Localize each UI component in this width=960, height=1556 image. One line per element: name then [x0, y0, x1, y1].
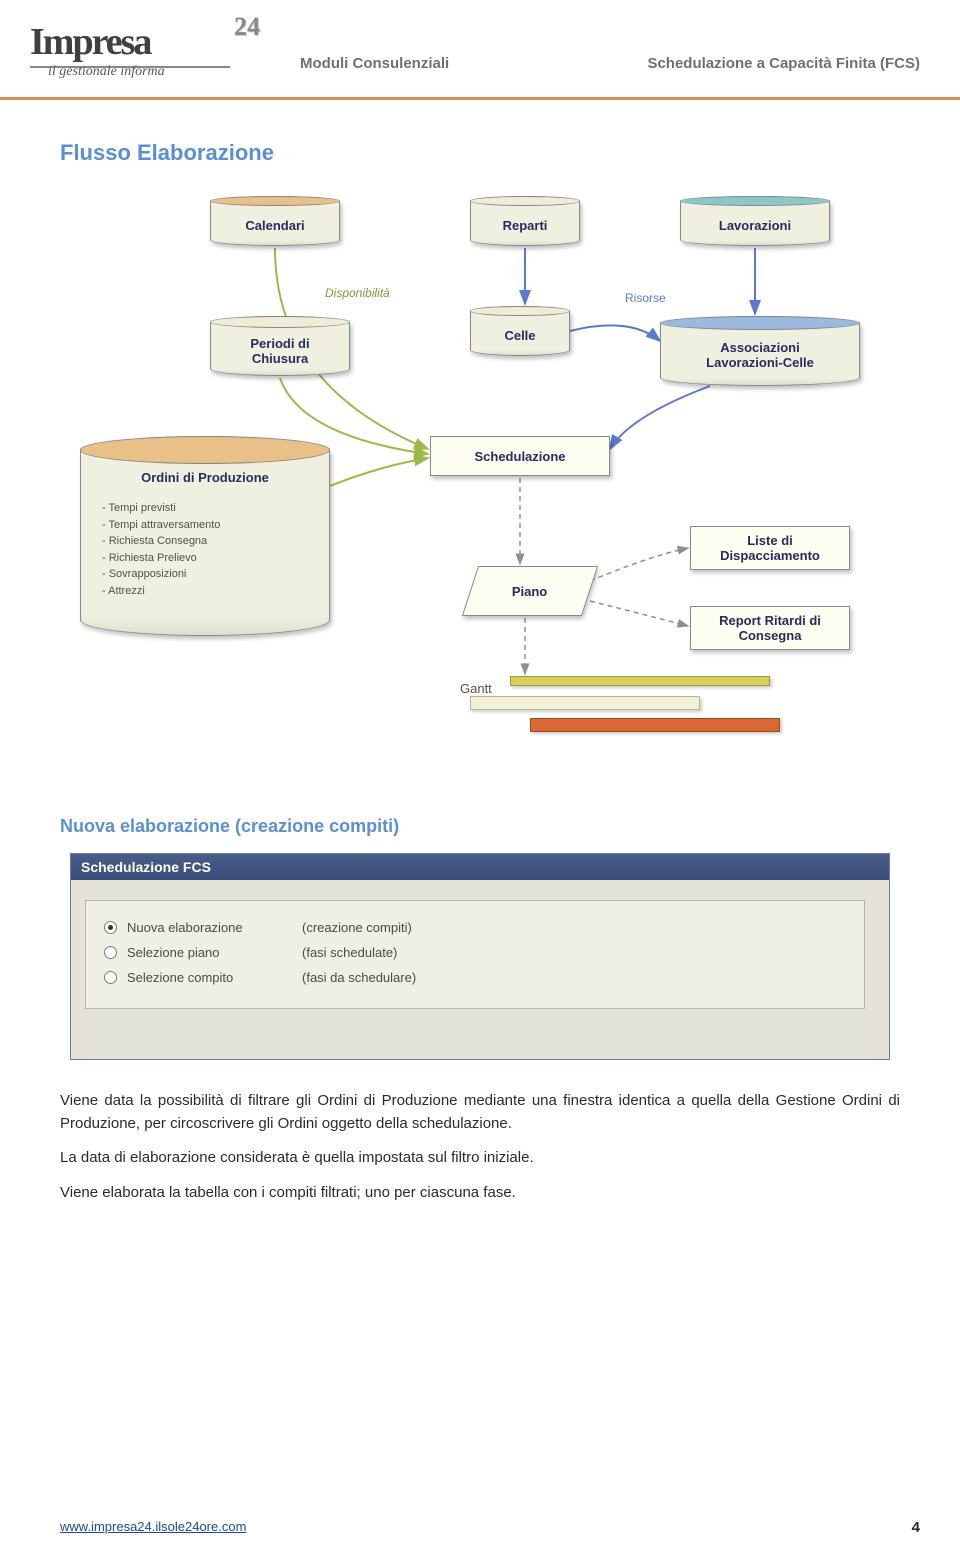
node-lavorazioni: Lavorazioni — [680, 196, 830, 246]
node-calendari: Calendari — [210, 196, 340, 246]
radio-label: Selezione compito — [127, 970, 292, 985]
radio-sublabel: (fasi da schedulare) — [302, 970, 416, 985]
logo-badge: 24 — [234, 12, 260, 42]
logo: Impresa 24 il gestionale informa — [30, 20, 280, 80]
header-mid-text: Moduli Consulenziali — [300, 55, 449, 72]
paragraph: Viene elaborata la tabella con i compiti… — [60, 1182, 900, 1205]
node-celle: Celle — [470, 306, 570, 356]
body-text: Viene data la possibilità di filtrare gl… — [60, 1090, 900, 1204]
radio-icon[interactable] — [104, 971, 117, 984]
dialog-titlebar: Schedulazione FCS — [71, 854, 889, 880]
gantt-label: Gantt — [460, 681, 492, 696]
radio-label: Selezione piano — [127, 945, 292, 960]
node-schedulazione: Schedulazione — [430, 436, 610, 476]
radio-icon[interactable] — [104, 921, 117, 934]
footer-link[interactable]: www.impresa24.ilsole24ore.com — [60, 1519, 246, 1536]
node-piano: Piano — [462, 566, 598, 616]
header-right-text: Schedulazione a Capacità Finita (FCS) — [647, 55, 920, 72]
radio-sublabel: (creazione compiti) — [302, 920, 412, 935]
node-associazioni: Associazioni Lavorazioni-Celle — [660, 316, 860, 386]
schedulazione-dialog: Schedulazione FCS Nuova elaborazione (cr… — [70, 853, 890, 1060]
node-periodi-chiusura: Periodi di Chiusura — [210, 316, 350, 376]
radio-icon[interactable] — [104, 946, 117, 959]
flow-diagram: Calendari Reparti Lavorazioni Periodi di… — [70, 186, 890, 786]
page-number: 4 — [912, 1519, 920, 1536]
gantt-bar-2 — [470, 696, 700, 710]
page-footer: www.impresa24.ilsole24ore.com 4 — [60, 1519, 920, 1536]
section-title: Flusso Elaborazione — [60, 140, 960, 166]
paragraph: Viene data la possibilità di filtrare gl… — [60, 1090, 900, 1135]
node-report-ritardi: Report Ritardi di Consegna — [690, 606, 850, 650]
logo-main: Impresa — [30, 21, 150, 63]
node-ordini-produzione: Ordini di Produzione - Tempi previsti - … — [80, 436, 330, 636]
node-reparti: Reparti — [470, 196, 580, 246]
gantt-bar-1 — [510, 676, 770, 686]
dialog-body: Nuova elaborazione (creazione compiti) S… — [71, 880, 889, 1059]
edge-label-risorse: Risorse — [625, 291, 666, 305]
radio-group: Nuova elaborazione (creazione compiti) S… — [85, 900, 865, 1009]
gantt-bar-3 — [530, 718, 780, 732]
paragraph: La data di elaborazione considerata è qu… — [60, 1147, 900, 1170]
radio-option-nuova-elaborazione[interactable]: Nuova elaborazione (creazione compiti) — [104, 915, 846, 940]
logo-subtitle: il gestionale informa — [48, 64, 280, 80]
page-header: Impresa 24 il gestionale informa Moduli … — [0, 0, 960, 100]
ordini-details: - Tempi previsti - Tempi attraversamento… — [102, 500, 220, 599]
node-liste-dispacciamento: Liste di Dispacciamento — [690, 526, 850, 570]
subsection-title: Nuova elaborazione (creazione compiti) — [60, 816, 960, 837]
radio-label: Nuova elaborazione — [127, 920, 292, 935]
radio-sublabel: (fasi schedulate) — [302, 945, 397, 960]
radio-option-selezione-compito[interactable]: Selezione compito (fasi da schedulare) — [104, 965, 846, 990]
radio-option-selezione-piano[interactable]: Selezione piano (fasi schedulate) — [104, 940, 846, 965]
edge-label-disponibilita: Disponibilità — [325, 286, 390, 300]
